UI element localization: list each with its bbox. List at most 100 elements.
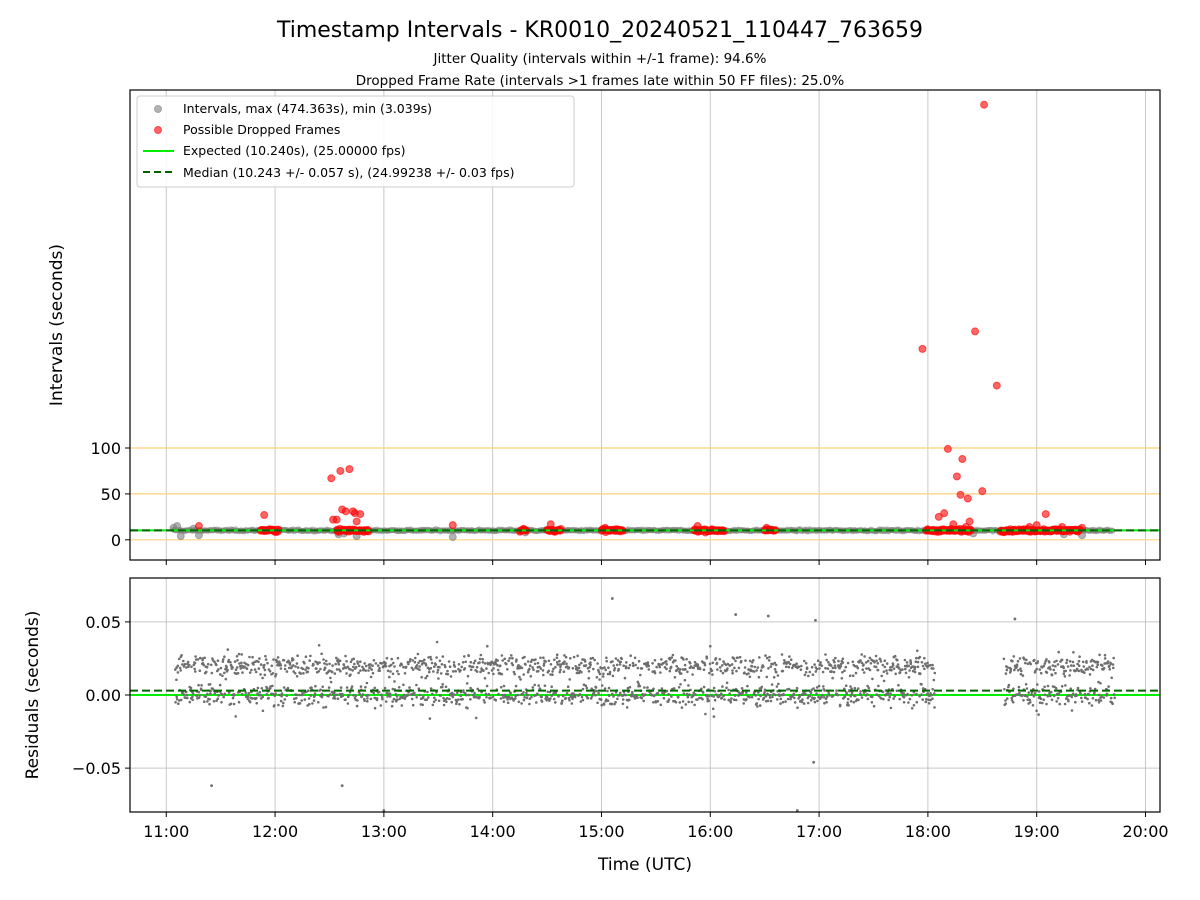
residual-point bbox=[921, 687, 925, 690]
residual-point bbox=[807, 674, 810, 678]
residual-point bbox=[388, 675, 391, 679]
residual-point bbox=[391, 672, 395, 676]
residual-point bbox=[860, 661, 864, 665]
residual-point bbox=[273, 694, 277, 697]
residual-point bbox=[208, 697, 211, 701]
residual-point bbox=[690, 700, 694, 704]
residual-point bbox=[336, 658, 340, 661]
residual-point bbox=[244, 691, 248, 694]
residual-point bbox=[469, 686, 472, 690]
residual-point bbox=[263, 673, 267, 677]
dropped-frame-point bbox=[949, 520, 958, 529]
residual-point bbox=[303, 662, 306, 665]
residual-point bbox=[683, 678, 687, 682]
residual-point bbox=[684, 668, 687, 671]
residual-point bbox=[1037, 690, 1041, 693]
residual-point bbox=[613, 702, 616, 706]
residual-point bbox=[307, 666, 310, 670]
residual-point bbox=[352, 665, 355, 669]
residual-point bbox=[632, 664, 635, 668]
residual-point bbox=[215, 663, 218, 667]
residual-point bbox=[606, 689, 609, 693]
residual-point bbox=[1045, 658, 1048, 661]
residual-point bbox=[439, 672, 443, 675]
residual-point bbox=[339, 686, 343, 689]
residual-point bbox=[607, 686, 611, 690]
residual-point bbox=[732, 657, 736, 660]
residual-point bbox=[400, 704, 404, 707]
residual-point bbox=[534, 658, 537, 661]
dropped-frame-point bbox=[952, 472, 961, 481]
residual-point bbox=[787, 660, 790, 664]
residual-point bbox=[542, 673, 545, 677]
residual-point bbox=[869, 662, 873, 665]
residual-point bbox=[224, 677, 228, 681]
residual-point bbox=[1060, 658, 1064, 662]
residual-point bbox=[665, 689, 669, 693]
residual-point bbox=[298, 702, 302, 705]
residual-point bbox=[336, 697, 340, 700]
residual-point bbox=[404, 665, 408, 669]
interval-point bbox=[448, 533, 457, 542]
residual-point bbox=[686, 670, 689, 674]
residual-point bbox=[824, 666, 827, 670]
residual-point bbox=[198, 656, 202, 660]
residual-point bbox=[927, 702, 931, 705]
dropped-frame-point bbox=[1032, 521, 1041, 530]
residual-point bbox=[782, 692, 785, 696]
residual-point bbox=[234, 715, 237, 718]
residual-point bbox=[308, 702, 311, 706]
residual-point bbox=[393, 665, 396, 668]
residual-point bbox=[252, 663, 255, 666]
residual-point bbox=[575, 671, 579, 675]
residual-point bbox=[180, 654, 183, 657]
residual-point bbox=[730, 697, 733, 700]
residual-point bbox=[1105, 692, 1109, 696]
residual-point bbox=[598, 678, 601, 681]
residual-point bbox=[345, 672, 348, 675]
residual-point bbox=[669, 665, 673, 669]
residual-point bbox=[696, 663, 700, 666]
residual-point bbox=[797, 665, 801, 669]
residual-point bbox=[850, 691, 854, 694]
residual-point bbox=[800, 700, 804, 704]
residual-point bbox=[175, 695, 178, 699]
residual-point bbox=[1109, 696, 1113, 700]
residual-point bbox=[768, 696, 772, 699]
residual-point bbox=[481, 661, 485, 664]
residual-point bbox=[762, 696, 766, 700]
residual-point bbox=[679, 668, 682, 671]
residual-point bbox=[298, 693, 301, 697]
residual-point bbox=[643, 693, 647, 696]
residual-point bbox=[451, 670, 455, 673]
residual-point bbox=[416, 652, 420, 656]
residual-point bbox=[553, 658, 556, 662]
residual-point bbox=[1065, 658, 1069, 662]
residual-point bbox=[304, 655, 308, 658]
residual-point bbox=[843, 687, 846, 691]
residual-point bbox=[831, 694, 835, 698]
residual-point bbox=[711, 661, 715, 665]
residual-point bbox=[902, 701, 906, 704]
residual-point bbox=[862, 663, 865, 666]
residual-point bbox=[1005, 668, 1009, 672]
residual-point bbox=[1063, 675, 1067, 678]
residual-point bbox=[232, 702, 236, 706]
residual-point bbox=[1102, 696, 1106, 699]
residual-point bbox=[821, 693, 824, 697]
residual-point bbox=[904, 671, 908, 675]
residual-point bbox=[463, 655, 466, 658]
residual-point bbox=[587, 676, 591, 680]
residual-point bbox=[784, 700, 787, 703]
residual-point bbox=[678, 701, 682, 704]
residual-point bbox=[617, 667, 620, 671]
residual-point bbox=[1048, 661, 1051, 664]
residual-point bbox=[424, 663, 428, 667]
residual-point bbox=[933, 692, 936, 695]
residual-point bbox=[766, 699, 770, 703]
residual-point bbox=[705, 694, 708, 698]
residual-point bbox=[418, 665, 422, 668]
residual-point bbox=[793, 696, 796, 700]
residual-point bbox=[915, 700, 919, 704]
residual-point bbox=[418, 659, 422, 663]
